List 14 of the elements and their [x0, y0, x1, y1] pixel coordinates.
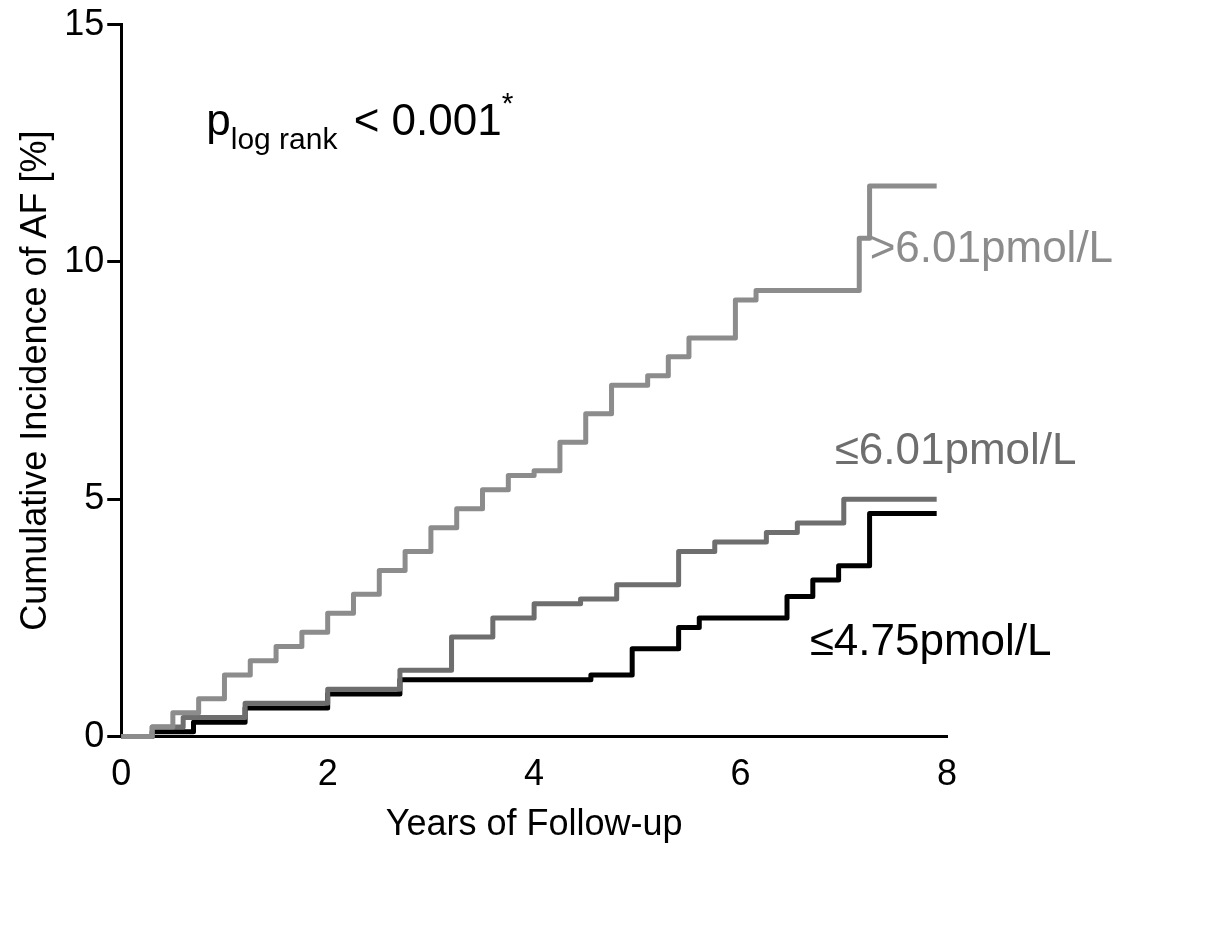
x-tick-label: 2: [317, 752, 338, 794]
series-label: >6.01pmol/L: [869, 221, 1114, 271]
x-tick-label: 4: [524, 752, 545, 794]
x-tick-label: 6: [730, 752, 751, 794]
y-tick-label: 5: [84, 476, 105, 518]
y-tick-label: 15: [64, 1, 105, 43]
x-axis-title: Years of Follow-up: [385, 802, 683, 844]
y-tick-label: 10: [64, 238, 105, 280]
y-axis-title: Cumulative Incidence of AF [%]: [12, 130, 54, 631]
x-tick-label: 0: [111, 752, 132, 794]
series-label: ≤6.01pmol/L: [834, 424, 1077, 474]
x-tick-label: 8: [936, 752, 958, 794]
y-tick-label: 0: [84, 713, 105, 755]
series-label: ≤4.75pmol/L: [809, 614, 1052, 664]
